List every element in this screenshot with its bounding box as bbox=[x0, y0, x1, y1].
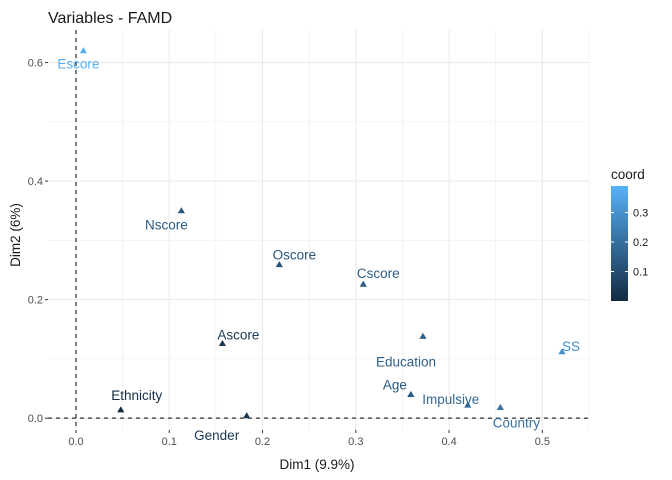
label-nscore: Nscore bbox=[145, 218, 188, 233]
point-ascore bbox=[218, 339, 227, 347]
legend-tick-label: 0.3 bbox=[633, 208, 648, 220]
point-cscore bbox=[359, 280, 367, 287]
label-ethnicity: Ethnicity bbox=[111, 388, 162, 403]
x-tick-label: 0.0 bbox=[68, 436, 83, 448]
legend-tick-label: 0.2 bbox=[633, 237, 648, 249]
point-oscore bbox=[275, 261, 283, 268]
point-escore bbox=[79, 47, 88, 54]
label-cscore: Cscore bbox=[357, 266, 400, 281]
x-tick-label: 0.3 bbox=[348, 436, 363, 448]
label-education: Education bbox=[376, 354, 436, 369]
x-tick-label: 0.5 bbox=[535, 436, 550, 448]
point-age bbox=[407, 390, 415, 397]
x-tick-label: 0.1 bbox=[162, 436, 177, 448]
x-tick-label: 0.2 bbox=[255, 436, 270, 448]
reference-lines bbox=[48, 30, 589, 430]
label-ss: SS bbox=[562, 339, 580, 354]
label-country: Country bbox=[493, 415, 541, 430]
label-impulsive: Impulsive bbox=[422, 392, 479, 407]
point-ethnicity bbox=[117, 406, 125, 413]
legend-colorbar bbox=[611, 186, 628, 301]
label-gender: Gender bbox=[194, 428, 240, 443]
point-gender bbox=[243, 412, 251, 419]
y-tick-label: 0.2 bbox=[28, 295, 43, 307]
point-nscore bbox=[177, 207, 185, 214]
x-axis-title: Dim1 (9.9%) bbox=[279, 457, 354, 472]
point-country bbox=[496, 403, 504, 411]
y-tick-label: 0.0 bbox=[28, 413, 43, 425]
label-age: Age bbox=[383, 377, 407, 392]
label-ascore: Ascore bbox=[217, 327, 259, 342]
legend-ticks: 0.1 0.2 0.3 bbox=[611, 208, 648, 279]
point-ss bbox=[558, 348, 566, 355]
y-tick-label: 0.4 bbox=[28, 176, 43, 188]
y-tick-label: 0.6 bbox=[28, 58, 43, 70]
point-labels: Escore Nscore Oscore Cscore Ascore Education S… bbox=[57, 57, 580, 443]
point-education bbox=[419, 332, 427, 339]
legend-title: coord bbox=[611, 167, 645, 182]
legend-tick-label: 0.1 bbox=[633, 267, 648, 279]
data-points bbox=[79, 47, 566, 419]
x-tick-label: 0.4 bbox=[441, 436, 456, 448]
legend: coord 0.1 0.2 0.3 bbox=[611, 167, 648, 301]
label-escore: Escore bbox=[57, 57, 99, 72]
axis-ticks: 0.0 0.1 0.2 0.3 0.4 0.5 0.0 0.2 0.4 0.6 bbox=[28, 58, 550, 448]
y-axis-title: Dim2 (6%) bbox=[8, 203, 23, 267]
chart-title: Variables - FAMD bbox=[48, 10, 172, 27]
point-impulsive bbox=[464, 401, 472, 408]
label-oscore: Oscore bbox=[273, 248, 317, 263]
